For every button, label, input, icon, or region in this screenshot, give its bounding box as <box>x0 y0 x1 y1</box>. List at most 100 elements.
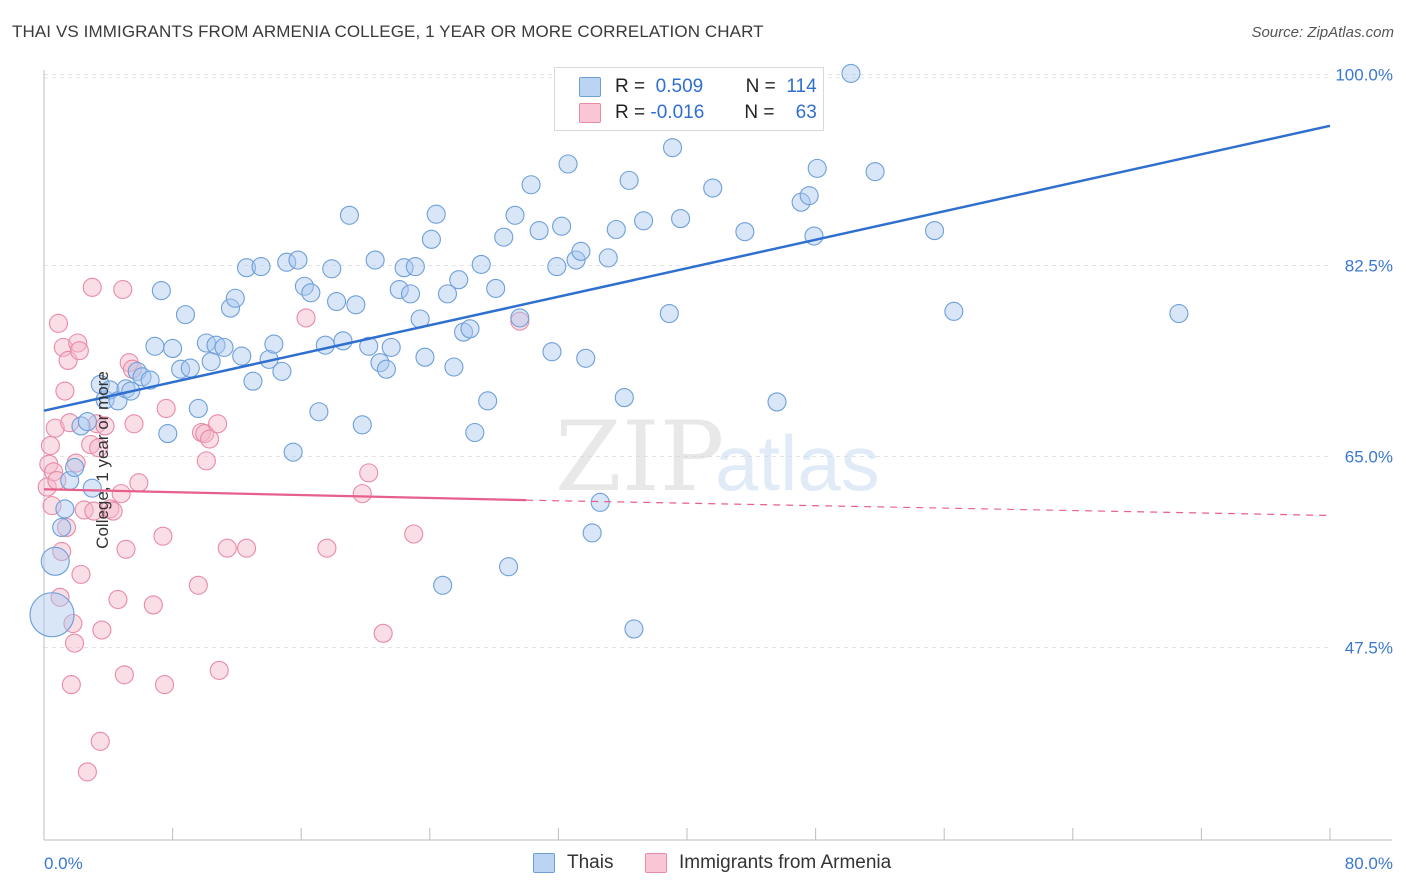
armenia-point <box>359 463 379 483</box>
thais-point <box>494 227 514 247</box>
thais-point <box>352 415 372 435</box>
thais-point <box>590 492 610 512</box>
thais-point <box>437 284 458 304</box>
armenia-point <box>48 313 69 333</box>
thais-point <box>236 258 257 278</box>
thais-point <box>64 457 85 477</box>
legend-swatch-armenia <box>579 103 601 123</box>
thais-point <box>807 158 827 178</box>
armenia-point <box>89 438 109 458</box>
thais-point <box>365 250 385 270</box>
armenia-point <box>69 341 89 361</box>
thais-point <box>542 342 562 362</box>
thais-point <box>571 241 591 261</box>
thais-point <box>163 338 183 359</box>
series-thais-points <box>29 63 1189 639</box>
armenia-point <box>209 660 229 680</box>
armenia-point <box>155 675 175 695</box>
thais-point <box>40 546 70 576</box>
armenia-point <box>129 473 149 493</box>
armenia-point <box>56 517 77 537</box>
legend-r-label: R = <box>615 102 646 123</box>
thais-point <box>671 209 691 229</box>
armenia-point <box>95 416 115 436</box>
armenia-point <box>143 595 163 615</box>
source-label: Source: ZipAtlas.com <box>1251 24 1394 41</box>
thais-point <box>196 333 216 353</box>
armenia-point <box>82 277 102 297</box>
legend-n-armenia: 63 <box>795 102 817 123</box>
thais-point <box>400 284 421 304</box>
thais-point <box>188 398 208 419</box>
thais-point <box>82 478 102 498</box>
y-tick-label: 82.5% <box>1345 257 1393 276</box>
thais-point <box>576 348 596 368</box>
thais-point <box>140 370 160 390</box>
armenia-point <box>90 731 110 751</box>
bottom-legend-label-thais: Thais <box>567 852 614 873</box>
armenia-point <box>42 496 62 516</box>
thais-point <box>77 412 97 432</box>
armenia-point <box>61 675 81 695</box>
thais-point <box>359 336 379 356</box>
trend-line-thais <box>43 124 1331 412</box>
armenia-point <box>208 414 228 434</box>
thais-point <box>214 337 234 357</box>
thais-point <box>460 319 480 339</box>
y-tick-label: 100.0% <box>1335 66 1393 85</box>
thais-point <box>206 335 226 355</box>
thais-point <box>180 358 200 378</box>
legend-n-label: N = <box>745 76 776 97</box>
thais-point <box>201 352 221 372</box>
bottom-legend-swatch-thais <box>533 853 555 873</box>
thais-point <box>421 229 441 249</box>
thais-point <box>566 250 586 270</box>
bottom-legend-armenia: Immigrants from Armenia <box>645 852 891 874</box>
armenia-point <box>122 359 142 379</box>
legend-n-thais: 114 <box>786 76 817 97</box>
thais-point <box>529 221 549 241</box>
armenia-point <box>352 484 372 504</box>
armenia-point <box>114 665 134 685</box>
armenia-point <box>317 538 337 558</box>
thais-point <box>225 288 245 308</box>
thais-point <box>703 178 723 198</box>
bottom-legend-label-armenia: Immigrants from Armenia <box>679 852 892 873</box>
thais-point <box>521 175 541 195</box>
thais-point <box>552 216 572 236</box>
thais-point <box>767 392 787 412</box>
thais-point <box>662 138 683 158</box>
watermark-zip: ZIP <box>555 401 724 513</box>
axes <box>43 70 1392 841</box>
thais-point <box>55 499 75 519</box>
thais-point <box>90 374 110 395</box>
armenia-point <box>200 429 220 449</box>
armenia-point <box>373 623 393 643</box>
watermark: ZIP atlas <box>555 401 880 513</box>
thais-point <box>865 162 885 182</box>
armenia-point <box>92 620 112 640</box>
thais-point <box>376 359 396 379</box>
watermark-atlas: atlas <box>715 419 880 507</box>
y-axis-label: College, 1 year or more <box>92 371 112 549</box>
thais-point <box>381 337 401 357</box>
armenia-point <box>116 539 136 559</box>
armenia-point <box>87 414 107 434</box>
trend-line-armenia-extrapolated <box>526 499 1331 517</box>
thais-point <box>449 270 469 290</box>
thais-point <box>925 221 945 241</box>
armenia-point <box>55 381 75 401</box>
thais-point <box>444 357 464 377</box>
thais-point <box>659 303 679 324</box>
bottom-legend: Thais Immigrants from Armenia <box>0 852 1406 878</box>
armenia-point <box>156 398 176 419</box>
bottom-legend-swatch-armenia <box>645 853 667 873</box>
armenia-point <box>236 538 257 558</box>
thais-point <box>944 301 964 321</box>
thais-point <box>547 257 567 277</box>
thais-point <box>315 335 335 355</box>
armenia-point <box>188 575 208 595</box>
series-armenia-points <box>37 277 530 782</box>
legend-n-label: N = <box>744 102 775 123</box>
